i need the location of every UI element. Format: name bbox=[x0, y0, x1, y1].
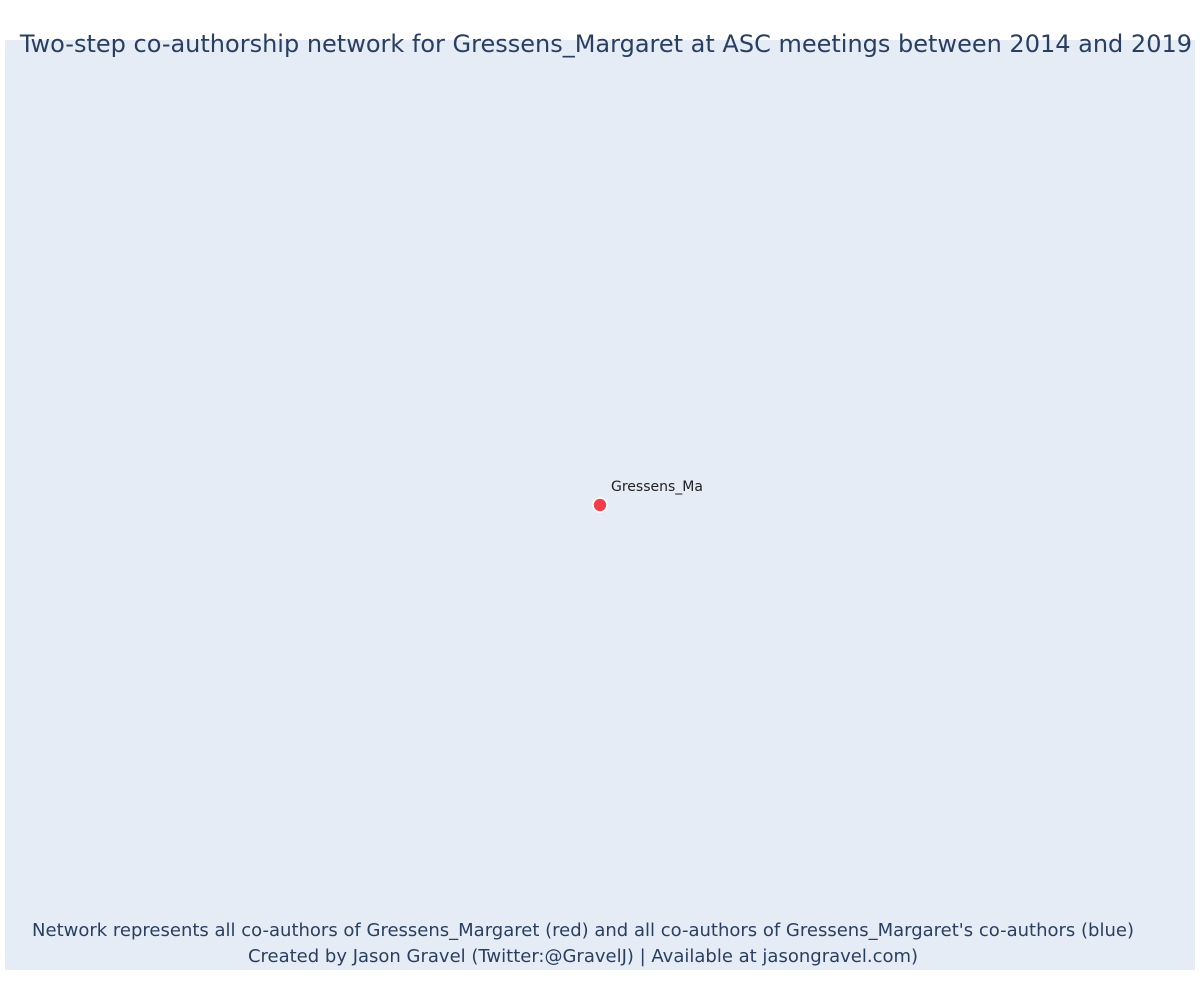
footnote-credit: Created by Jason Gravel (Twitter:@Gravel… bbox=[247, 946, 919, 967]
network-graph: Gressens_Ma bbox=[592, 479, 703, 513]
chart-title: Two-step co-authorship network for Gress… bbox=[19, 30, 1192, 58]
node-layer: Gressens_Ma bbox=[592, 479, 703, 513]
focal-node-marker[interactable] bbox=[592, 497, 608, 513]
focal-node-label: Gressens_Ma bbox=[611, 479, 703, 495]
footnote-description: Network represents all co-authors of Gre… bbox=[32, 920, 1134, 941]
